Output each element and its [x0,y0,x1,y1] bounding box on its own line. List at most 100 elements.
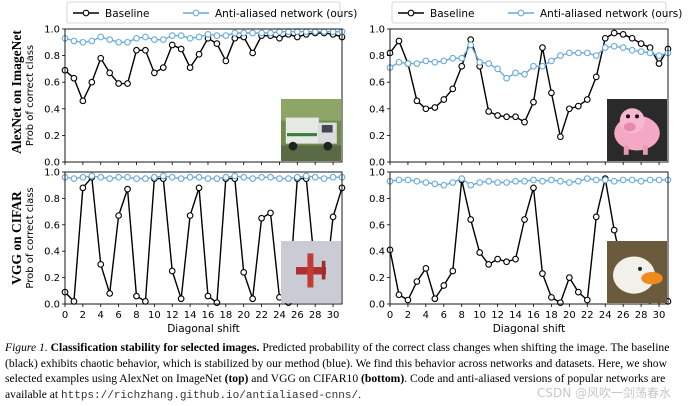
data-point [557,52,564,59]
data-point [503,258,510,266]
series-line-baseline [64,175,343,304]
row-label-top: AlexNet on ImageNet [9,30,24,154]
data-point [159,36,167,43]
data-point [431,295,439,303]
data-point [106,290,114,297]
y-tick-label: 0.2 [369,131,385,142]
data-point [521,118,528,126]
data-point [646,49,654,57]
data-point [293,173,301,181]
data-point [610,177,618,185]
data-point [503,74,510,82]
data-point [494,255,501,263]
data-point [204,292,212,300]
y-tick-label: 1.0 [44,168,60,179]
data-point [151,173,158,181]
data-point [539,62,546,70]
y-tick-label: 1.0 [369,168,385,179]
data-point [458,62,466,70]
data-point [521,216,528,223]
data-point [249,49,256,57]
x-tick-label: 22 [255,310,268,321]
caption-title: Classification stability for selected im… [50,341,260,354]
x-tick-label: 4 [98,310,104,321]
data-point [213,299,221,307]
data-point [213,32,221,40]
data-point [329,28,337,36]
data-point [311,173,319,181]
caption-url-link[interactable]: https://richzhang.github.io/antialiased-… [61,389,359,402]
data-point [574,49,582,57]
data-point [440,181,448,189]
y-axis-label: Prob of correct class [25,187,36,288]
data-point [557,177,564,185]
data-point [413,177,421,185]
data-point [231,29,239,37]
data-point [530,184,537,192]
data-point [267,209,274,217]
y-tick-label: 0.6 [369,220,385,231]
data-point [458,54,466,62]
y-tick-label: 1.0 [369,25,385,36]
data-point [168,173,176,181]
data-point [115,173,122,181]
data-point [79,173,87,181]
pink-pig-toy-thumbnail [607,99,667,161]
x-tick-label: 4 [423,310,429,321]
y-tick-label: 0.6 [369,78,385,89]
x-tick-label: 6 [441,310,447,321]
data-point [574,177,582,185]
data-point [195,33,203,41]
data-point [566,274,573,281]
data-point [449,85,457,93]
x-tick-label: 16 [527,310,540,321]
x-tick-label: 8 [133,310,139,321]
data-point [449,54,457,62]
data-point [115,212,122,219]
data-point [521,177,528,185]
legend-label-baseline: Baseline [430,8,475,20]
data-point [70,175,78,182]
caption-end: . [358,387,361,401]
data-point [204,175,212,182]
data-point [610,29,618,37]
data-point [177,175,185,182]
legend-label-antialiased: Anti-aliased network (ours) [215,8,357,20]
data-point [440,282,448,289]
data-point [133,46,140,54]
data-point [168,32,176,40]
y-axis-label: Prob of correct class [25,45,36,146]
y-tick-label: 1.0 [44,25,60,36]
data-point [548,176,555,184]
data-point [566,49,573,57]
data-point [404,60,412,67]
y-tick-label: 0.0 [369,158,385,169]
data-point [213,175,221,182]
data-point [422,105,430,113]
data-point [151,69,158,77]
legend-label-baseline: Baseline [105,8,150,20]
white-duck-thumbnail [607,241,667,303]
x-tick-label: 22 [581,310,594,321]
data-point [151,36,158,43]
data-point [548,89,555,97]
data-point [655,52,663,59]
data-point [142,46,149,54]
data-point [566,105,573,113]
data-point [485,261,492,268]
legend: Baseline Anti-aliased network (ours) [66,1,357,24]
data-point [258,29,265,37]
y-tick-label: 0.2 [44,131,60,142]
x-tick-label: 10 [473,310,486,321]
y-tick-label: 0.8 [369,51,385,62]
data-point [404,296,412,304]
data-point [548,294,555,301]
caption-top: (top) [224,372,249,386]
data-point [512,255,519,263]
data-point [583,175,591,182]
data-point [566,179,573,186]
data-point [329,173,337,181]
y-tick-label: 0.8 [44,51,60,62]
data-point [422,265,430,272]
row-label-bottom: VGG on CIFAR [9,191,24,285]
